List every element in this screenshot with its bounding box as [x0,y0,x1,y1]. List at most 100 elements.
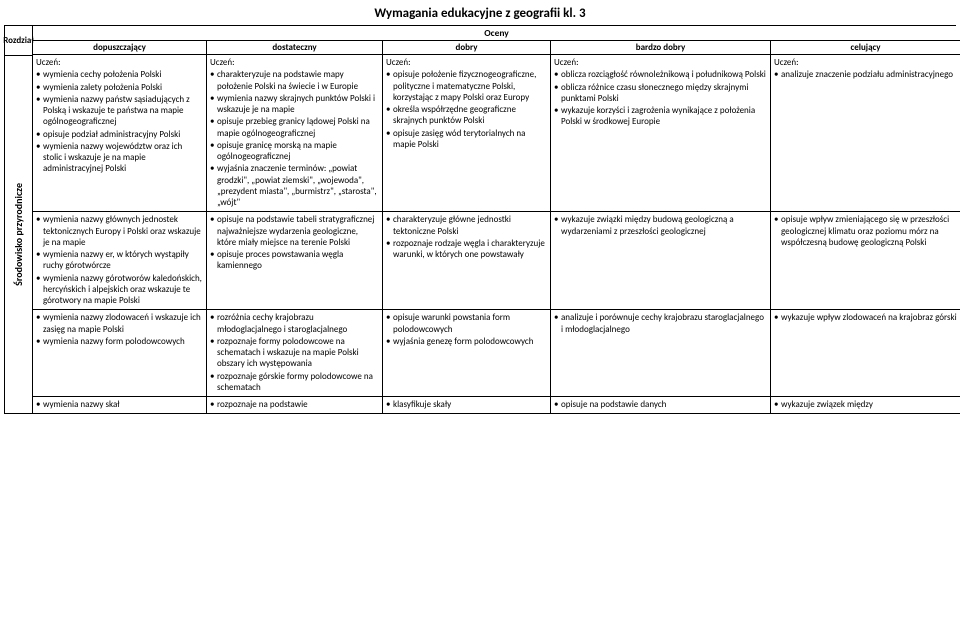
bullet-list: wymienia nazwy skał [36,399,203,410]
sidebar: Rozdział Środowisko przyrodnicze [5,26,33,414]
list-item: wymienia nazwy er, w których wystąpiły r… [36,249,203,272]
col-h-dobry: dobry [383,41,551,54]
list-item: opisuje położenie fizycznogeograficzne, … [386,69,547,103]
chapter-header: Rozdział [5,26,32,56]
list-item: wymienia nazwy zlodowaceń i wskazuje ich… [36,312,203,335]
bullet-list: wymienia cechy położenia Polski wymienia… [36,69,203,174]
cell: rozpoznaje na podstawie [207,397,383,413]
list-item: opisuje zasięg wód terytorialnych na map… [386,128,547,151]
cell: analizuje i porównuje cechy krajobrazu s… [551,310,771,396]
bullet-list: opisuje położenie fizycznogeograficzne, … [386,69,547,150]
col-h-bardzo-dobry: bardzo dobry [551,41,771,54]
list-item: rozpoznaje rodzaje węgla i charakteryzuj… [386,238,547,261]
table-row: Uczeń: wymienia cechy położenia Polski w… [33,55,960,212]
main-grid: Oceny dopuszczający dostateczny dobry ba… [33,26,960,414]
bullet-list: wymienia nazwy głównych jednostek tekton… [36,214,203,306]
cell: charakteryzuje główne jednostki tektonic… [383,212,551,309]
cell: opisuje warunki powstania form polodowco… [383,310,551,396]
list-item: opisuje przebieg granicy lądowej Polski … [210,116,379,139]
bullet-list: klasyfikuje skały [386,399,547,410]
cell: wykazuje wpływ zlodowaceń na krajobraz g… [771,310,960,396]
list-item: opisuje na podstawie danych [554,399,767,410]
list-item: rozróżnia cechy krajobrazu młodoglacjaln… [210,312,379,335]
lead-text: Uczeń: [210,57,379,68]
list-item: oblicza rozciągłość równoleżnikową i poł… [554,69,767,80]
lead-text: Uczeń: [36,57,203,68]
list-item: wyjaśnia genezę form polodowcowych [386,336,547,347]
cell: wykazuje związek między [771,397,960,413]
list-item: wykazuje wpływ zlodowaceń na krajobraz g… [774,312,957,323]
bullet-list: charakteryzuje na podstawie mapy położen… [210,69,379,208]
col-h-dostateczny: dostateczny [207,41,383,54]
cell: Uczeń: charakteryzuje na podstawie mapy … [207,55,383,211]
section-label: Środowisko przyrodnicze [12,183,25,286]
col-h-celujacy: celujący [771,41,960,54]
list-item: określa współrzędne geograficzne skrajny… [386,104,547,127]
list-item: rozpoznaje górskie formy polodowcowe na … [210,371,379,394]
bullet-list: opisuje na podstawie danych [554,399,767,410]
list-item: oblicza różnice czasu słonecznego między… [554,82,767,105]
table-row: wymienia nazwy głównych jednostek tekton… [33,212,960,310]
cell: Uczeń: opisuje położenie fizycznogeograf… [383,55,551,211]
bullet-list: wymienia nazwy zlodowaceń i wskazuje ich… [36,312,203,347]
bullet-list: oblicza rozciągłość równoleżnikową i poł… [554,69,767,127]
cell: rozróżnia cechy krajobrazu młodoglacjaln… [207,310,383,396]
cell: Uczeń: analizuje znaczenie podziału admi… [771,55,960,211]
list-item: wymienia nazwy województw oraz ich stoli… [36,141,203,175]
list-item: wymienia nazwy państw sąsiadujących z Po… [36,94,203,128]
cell: opisuje na podstawie tabeli stratygrafic… [207,212,383,309]
list-item: opisuje warunki powstania form polodowco… [386,312,547,335]
table-outer: Rozdział Środowisko przyrodnicze Oceny d… [4,25,956,414]
list-item: wymienia zalety położenia Polski [36,82,203,93]
bullet-list: analizuje znaczenie podziału administrac… [774,69,957,80]
list-item: wymienia nazwy głównych jednostek tekton… [36,214,203,248]
cell: wymienia nazwy głównych jednostek tekton… [33,212,207,309]
list-item: rozpoznaje na podstawie [210,399,379,410]
list-item: klasyfikuje skały [386,399,547,410]
list-item: wykazuje związek między [774,399,957,410]
list-item: wymienia cechy położenia Polski [36,69,203,80]
list-item: opisuje na podstawie tabeli stratygrafic… [210,214,379,248]
bullet-list: wykazuje związek między [774,399,957,410]
list-item: wymienia nazwy skał [36,399,203,410]
bullet-list: rozróżnia cechy krajobrazu młodoglacjaln… [210,312,379,393]
page-title: Wymagania edukacyjne z geografii kl. 3 [0,0,960,25]
list-item: opisuje proces powstawania węgla kamienn… [210,249,379,272]
list-item: wyjaśnia znaczenie terminów: „powiat gro… [210,163,379,208]
lead-text: Uczeń: [554,57,767,68]
list-item: charakteryzuje na podstawie mapy położen… [210,69,379,92]
table-row: wymienia nazwy skał rozpoznaje na podsta… [33,397,960,414]
table-row: wymienia nazwy zlodowaceń i wskazuje ich… [33,310,960,397]
list-item: opisuje granicę morską na mapie ogólnoge… [210,140,379,163]
list-item: wymienia nazwy górotworów kaledońskich, … [36,273,203,307]
cell: klasyfikuje skały [383,397,551,413]
bullet-list: opisuje na podstawie tabeli stratygrafic… [210,214,379,271]
cell: wykazuje związki między budową geologicz… [551,212,771,309]
cell: opisuje na podstawie danych [551,397,771,413]
bullet-list: rozpoznaje na podstawie [210,399,379,410]
col-h-dopuszczajacy: dopuszczający [33,41,207,54]
list-item: charakteryzuje główne jednostki tektonic… [386,214,547,237]
list-item: wykazuje korzyści i zagrożenia wynikając… [554,105,767,128]
lead-text: Uczeń: [774,57,957,68]
cell: opisuje wpływ zmieniającego się w przesz… [771,212,960,309]
column-headers: dopuszczający dostateczny dobry bardzo d… [33,41,960,55]
list-item: wykazuje związki między budową geologicz… [554,214,767,237]
bullet-list: charakteryzuje główne jednostki tektonic… [386,214,547,260]
bullet-list: wykazuje związki między budową geologicz… [554,214,767,237]
list-item: analizuje i porównuje cechy krajobrazu s… [554,312,767,335]
list-item: rozpoznaje formy polodowcowe na schemata… [210,336,379,370]
list-item: analizuje znaczenie podziału administrac… [774,69,957,80]
cell: wymienia nazwy zlodowaceń i wskazuje ich… [33,310,207,396]
list-item: opisuje podział administracyjny Polski [36,129,203,140]
lead-text: Uczeń: [386,57,547,68]
bullet-list: opisuje wpływ zmieniającego się w przesz… [774,214,957,248]
oceny-header: Oceny [33,26,960,40]
list-item: wymienia nazwy skrajnych punktów Polski … [210,93,379,116]
cell: Uczeń: wymienia cechy położenia Polski w… [33,55,207,211]
bullet-list: wykazuje wpływ zlodowaceń na krajobraz g… [774,312,957,323]
bullet-list: opisuje warunki powstania form polodowco… [386,312,547,347]
section-label-wrap: Środowisko przyrodnicze [5,56,32,414]
cell: Uczeń: oblicza rozciągłość równoleżnikow… [551,55,771,211]
cell: wymienia nazwy skał [33,397,207,413]
